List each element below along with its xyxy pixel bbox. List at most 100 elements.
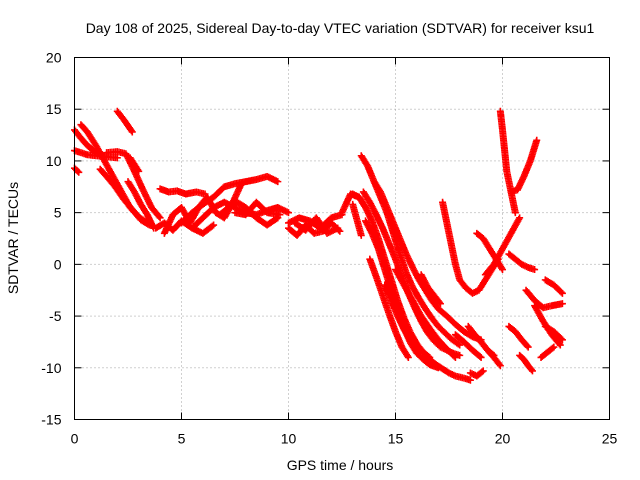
data-point bbox=[556, 341, 564, 349]
data-point bbox=[456, 341, 464, 349]
data-point bbox=[557, 335, 565, 343]
y-tick-label: -10 bbox=[41, 360, 61, 376]
series-track-29 bbox=[381, 281, 434, 361]
data-point bbox=[523, 342, 531, 350]
data-point bbox=[276, 211, 284, 219]
data-point bbox=[498, 264, 506, 272]
data-points bbox=[71, 107, 566, 384]
series-track-37 bbox=[496, 107, 519, 217]
data-point bbox=[466, 376, 474, 384]
data-point bbox=[435, 298, 443, 306]
data-point bbox=[516, 214, 524, 222]
series-track-44 bbox=[537, 343, 558, 361]
data-point bbox=[499, 266, 506, 274]
series-track-30 bbox=[417, 271, 444, 308]
series-track-36 bbox=[481, 214, 524, 279]
series-track-03 bbox=[71, 164, 83, 176]
data-point bbox=[74, 167, 82, 175]
data-point bbox=[451, 353, 459, 361]
series-track-21 bbox=[349, 200, 365, 239]
plot-frame bbox=[74, 57, 610, 420]
data-point bbox=[528, 367, 536, 375]
data-point bbox=[558, 289, 566, 297]
x-tick-label: 15 bbox=[388, 431, 404, 447]
x-tick-labels: 0 5 10 15 20 25 bbox=[71, 431, 618, 447]
data-point bbox=[274, 178, 282, 186]
x-tick-label: 5 bbox=[178, 431, 186, 447]
data-point bbox=[555, 340, 563, 348]
series-track-26 bbox=[366, 255, 412, 361]
series-track-16 bbox=[231, 198, 284, 219]
data-point bbox=[495, 360, 503, 368]
y-tick-label: -15 bbox=[41, 412, 61, 428]
x-tick-label: 20 bbox=[495, 431, 511, 447]
y-tick-labels: -15 -10 -5 0 5 10 15 20 bbox=[41, 50, 61, 428]
data-point bbox=[357, 231, 365, 239]
data-point bbox=[403, 352, 411, 360]
series-track-46 bbox=[541, 322, 566, 344]
data-point bbox=[208, 222, 216, 230]
data-point bbox=[127, 127, 135, 135]
data-point bbox=[135, 167, 143, 175]
data-point bbox=[285, 209, 292, 217]
data-point bbox=[558, 336, 566, 344]
y-tick-label: 20 bbox=[46, 50, 62, 66]
data-point bbox=[524, 343, 532, 351]
data-point bbox=[531, 266, 539, 274]
data-point bbox=[334, 224, 342, 232]
series-track-39 bbox=[505, 250, 539, 274]
series-track-07 bbox=[113, 107, 136, 136]
data-point bbox=[75, 168, 83, 176]
series-track-31 bbox=[439, 198, 502, 297]
data-point bbox=[477, 353, 485, 361]
data-point bbox=[511, 209, 519, 217]
data-point bbox=[210, 221, 218, 229]
data-point bbox=[155, 213, 163, 221]
y-tick-label: -5 bbox=[49, 308, 62, 324]
data-point bbox=[454, 340, 462, 348]
data-point bbox=[549, 344, 557, 352]
series-track-04 bbox=[77, 121, 151, 227]
data-point bbox=[450, 352, 458, 360]
y-axis-title: SDTVAR / TECUs bbox=[5, 182, 21, 294]
data-point bbox=[496, 362, 504, 370]
data-point bbox=[533, 136, 541, 144]
y-tick-label: 0 bbox=[54, 256, 62, 272]
series-track-19 bbox=[291, 214, 342, 237]
y-tick-label: 5 bbox=[54, 205, 62, 221]
y-tick-label: 10 bbox=[46, 153, 62, 169]
data-point bbox=[404, 353, 412, 361]
series-track-34 bbox=[466, 367, 487, 380]
series-track-41 bbox=[516, 351, 536, 375]
x-tick-label: 25 bbox=[602, 431, 618, 447]
series-track-40 bbox=[505, 322, 532, 351]
series-track-47 bbox=[477, 338, 504, 370]
data-point bbox=[550, 343, 558, 351]
series-track-28 bbox=[392, 266, 459, 361]
series-track-42 bbox=[522, 286, 566, 312]
data-point bbox=[426, 353, 434, 361]
series-track-10 bbox=[156, 185, 209, 198]
y-tick-label: 15 bbox=[46, 101, 62, 117]
series-track-32 bbox=[451, 331, 485, 361]
data-point bbox=[557, 288, 565, 296]
data-point bbox=[456, 351, 464, 359]
data-point bbox=[479, 367, 487, 375]
data-point bbox=[476, 352, 484, 360]
data-point bbox=[436, 300, 444, 308]
data-point bbox=[424, 352, 432, 360]
data-point bbox=[558, 300, 566, 308]
x-tick-label: 10 bbox=[281, 431, 297, 447]
x-tick-label: 0 bbox=[71, 431, 79, 447]
data-point bbox=[434, 364, 442, 372]
series-track-13 bbox=[178, 172, 282, 227]
data-point bbox=[113, 154, 121, 162]
data-point bbox=[128, 128, 136, 136]
data-point bbox=[527, 366, 535, 374]
series-track-02 bbox=[71, 147, 121, 162]
chart-title: Day 108 of 2025, Sidereal Day-to-day VTE… bbox=[86, 20, 595, 36]
series-track-15 bbox=[216, 198, 282, 229]
x-axis-title: GPS time / hours bbox=[287, 457, 394, 473]
series-track-38 bbox=[507, 136, 541, 196]
